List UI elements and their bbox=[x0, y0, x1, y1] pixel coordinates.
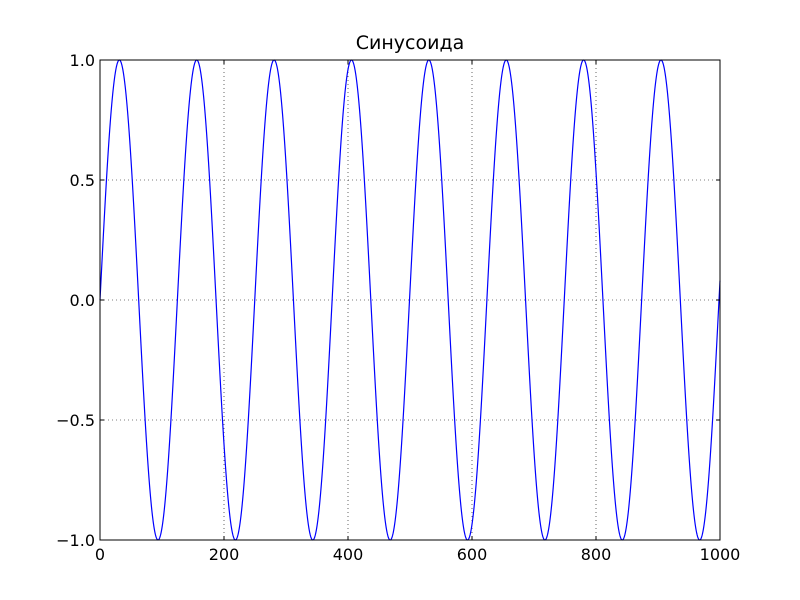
x-tick-label: 600 bbox=[457, 545, 488, 564]
x-tick-label: 800 bbox=[581, 545, 612, 564]
y-tick-label: 0.5 bbox=[70, 171, 95, 190]
y-tick-label: 1.0 bbox=[70, 51, 95, 70]
x-tick-label: 0 bbox=[95, 545, 105, 564]
y-tick-labels: −1.0 −0.5 0.0 0.5 1.0 bbox=[56, 51, 95, 550]
chart-title: Синусоида bbox=[356, 32, 464, 54]
tick-marks bbox=[99, 59, 721, 541]
x-tick-label: 200 bbox=[209, 545, 240, 564]
grid-lines bbox=[100, 60, 720, 540]
x-tick-label: 400 bbox=[333, 545, 364, 564]
sine-series-line bbox=[99, 59, 721, 541]
x-tick-label: 1000 bbox=[700, 545, 741, 564]
y-tick-label: 0.0 bbox=[70, 291, 95, 310]
y-tick-label: −0.5 bbox=[56, 411, 95, 430]
series-layer bbox=[99, 59, 721, 541]
x-tick-labels: 0 200 400 600 800 1000 bbox=[95, 545, 740, 564]
y-tick-label: −1.0 bbox=[56, 531, 95, 550]
